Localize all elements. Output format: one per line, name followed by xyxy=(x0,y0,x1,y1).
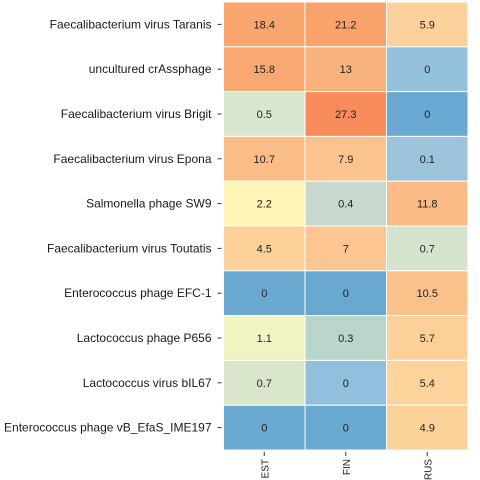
heatmap-cell-lactococcus-phage-p656-rus xyxy=(386,315,469,361)
cell-value-label: 0.1 xyxy=(420,154,435,166)
heatmap-cell-lactococcus-virus-bil67-rus xyxy=(386,359,469,406)
heatmap-cell-faecalibacterium-virus-epona-rus xyxy=(386,135,469,182)
cell-value-label: 0 xyxy=(424,109,430,121)
x-axis-labels: EST FIN RUS xyxy=(260,452,434,480)
cell-value-label: 7 xyxy=(343,243,349,255)
heatmap-cell-faecalibacterium-virus-toutatis-rus xyxy=(386,225,469,272)
cell-value-label: 0 xyxy=(343,378,349,390)
y-tick-label: uncultured crAssphage xyxy=(89,62,212,76)
cell-value-label: 7.9 xyxy=(338,154,353,166)
heatmap-cell-enterococcus-phage-efc-1-est xyxy=(223,270,306,317)
y-tick-label: Faecalibacterium virus Toutatis xyxy=(47,241,212,255)
cell-value-label: 11.8 xyxy=(417,199,438,211)
cell-value-label: 5.9 xyxy=(420,19,435,31)
cell-value-label: 13 xyxy=(340,64,352,76)
y-tick-label: Lactococcus virus bIL67 xyxy=(83,376,212,390)
cell-value-label: 0.3 xyxy=(338,333,353,345)
heatmap-cell-faecalibacterium-virus-brigit-fin xyxy=(304,91,387,137)
cell-value-label: 2.2 xyxy=(257,199,272,211)
y-tick-label: Lactococcus phage P656 xyxy=(77,331,212,345)
cell-value-label: 0.4 xyxy=(338,199,353,211)
cell-value-labels: 18.4 21.2 5.9 15.8 13 0 0.5 27.3 0 10.7 7.9 0.1 2.2 0… xyxy=(254,19,438,434)
x-tick-label: RUS xyxy=(423,459,434,480)
y-tick-label: Enterococcus phage vB_EfaS_IME197 xyxy=(4,421,212,435)
cell-value-label: 0 xyxy=(261,423,267,435)
cell-value-label: 0 xyxy=(261,288,267,300)
y-tick-label: Faecalibacterium virus Epona xyxy=(53,152,211,166)
heatmap-cell-lactococcus-virus-bil67-est xyxy=(223,359,306,406)
cell-value-label: 10.5 xyxy=(417,288,438,300)
heatmap-cell-uncultured-crassphage-rus xyxy=(386,46,469,93)
y-tick-label: Salmonella phage SW9 xyxy=(86,197,212,211)
heatmap-cell-salmonella-phage-sw9-fin xyxy=(304,180,387,227)
heatmap-cell-faecalibacterium-virus-taranis-fin xyxy=(304,1,387,48)
heatmap-cells xyxy=(223,1,469,451)
heatmap-cell-enterococcus-phage-efc-1-rus xyxy=(386,270,469,317)
heatmap-cell-lactococcus-phage-p656-fin xyxy=(304,315,387,361)
heatmap-cell-enterococcus-phage-vb-efas-ime197-fin xyxy=(304,404,387,451)
cell-value-label: 18.4 xyxy=(254,19,275,31)
cell-value-label: 0.5 xyxy=(257,109,272,121)
heatmap-cell-faecalibacterium-virus-toutatis-est xyxy=(223,225,306,272)
heatmap-cell-enterococcus-phage-vb-efas-ime197-est xyxy=(223,404,306,451)
heatmap-cell-lactococcus-phage-p656-est xyxy=(223,315,306,361)
cell-value-label: 27.3 xyxy=(335,109,356,121)
cell-value-label: 5.4 xyxy=(420,378,435,390)
heatmap-cell-faecalibacterium-virus-taranis-est xyxy=(223,1,306,48)
cell-value-label: 1.1 xyxy=(257,333,272,345)
heatmap-cell-enterococcus-phage-efc-1-fin xyxy=(304,270,387,317)
heatmap-cell-faecalibacterium-virus-toutatis-fin xyxy=(304,225,387,272)
cell-value-label: 5.7 xyxy=(420,333,435,345)
y-tick-label: Enterococcus phage EFC-1 xyxy=(64,286,212,300)
cell-value-label: 15.8 xyxy=(254,64,275,76)
x-tick-label: FIN xyxy=(342,459,353,475)
x-tick-label: EST xyxy=(260,459,271,478)
cell-value-label: 0 xyxy=(424,64,430,76)
cell-value-label: 0 xyxy=(343,288,349,300)
cell-value-label: 21.2 xyxy=(335,19,356,31)
cell-value-label: 10.7 xyxy=(254,154,275,166)
heatmap-cell-faecalibacterium-virus-taranis-rus xyxy=(386,1,469,48)
y-tick-label: Faecalibacterium virus Taranis xyxy=(50,17,212,31)
cell-value-label: 0.7 xyxy=(257,378,272,390)
y-tick-label: Faecalibacterium virus Brigit xyxy=(61,107,212,121)
y-axis-labels: Faecalibacterium virus Taranis uncultured… xyxy=(4,17,222,435)
cell-value-label: 4.9 xyxy=(420,423,435,435)
cell-value-label: 0 xyxy=(343,423,349,435)
cell-value-label: 0.7 xyxy=(420,243,435,255)
heatmap-cell-enterococcus-phage-vb-efas-ime197-rus xyxy=(386,404,469,451)
cell-value-label: 4.5 xyxy=(257,243,272,255)
heatmap-cell-faecalibacterium-virus-epona-est xyxy=(223,135,306,182)
